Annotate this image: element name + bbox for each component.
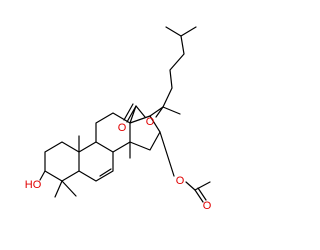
atom-label: O	[203, 200, 212, 212]
side-chain	[180, 26, 197, 37]
carbonyl-bond	[197, 187, 207, 201]
ring-b	[78, 141, 114, 182]
side-chain	[165, 26, 182, 37]
acetate-bond	[159, 131, 175, 177]
methyl-bond	[61, 180, 77, 197]
carbonyl-bond	[126, 105, 137, 123]
atom-label: HO	[25, 179, 42, 191]
ring-c	[95, 112, 131, 153]
acetate-bond	[194, 181, 211, 191]
carbonyl-bond	[123, 103, 134, 121]
ring-a	[44, 141, 80, 182]
methyl-bond	[54, 180, 63, 198]
lactone-bond	[135, 105, 146, 118]
carbonyl-bond	[194, 189, 204, 203]
oh-bond	[39, 170, 46, 181]
side-chain	[162, 35, 185, 108]
bonds	[39, 26, 211, 203]
lactone-bond	[149, 106, 164, 117]
lactone-bond	[155, 106, 164, 118]
acetate-bond	[185, 181, 196, 191]
structure-diagram: HO O O O O	[25, 26, 212, 212]
double-bond	[99, 168, 112, 177]
atom-label: O	[118, 122, 127, 134]
methyl-bond	[162, 106, 181, 115]
atom-label: O	[176, 175, 185, 187]
atom-label: O	[146, 116, 155, 128]
